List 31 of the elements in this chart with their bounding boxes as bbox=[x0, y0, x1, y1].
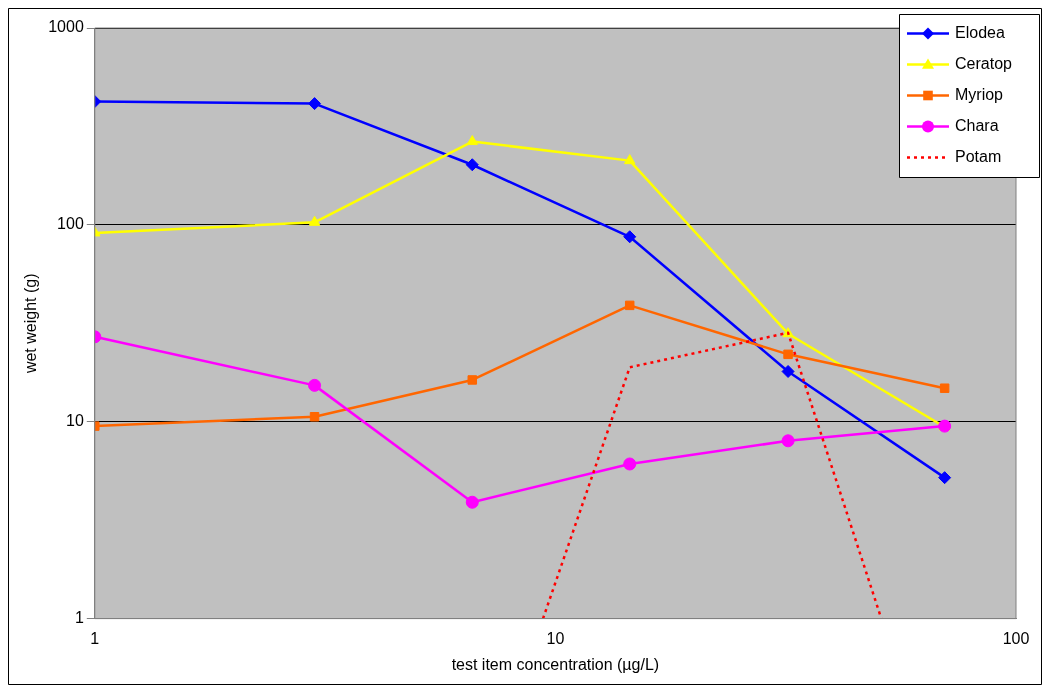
point bbox=[783, 349, 793, 360]
legend-label: Chara bbox=[955, 116, 999, 134]
point bbox=[465, 495, 479, 509]
legend-label: Elodea bbox=[955, 23, 1005, 41]
y-tick-label: 1 bbox=[74, 609, 84, 627]
y-tick-label: 100 bbox=[57, 215, 84, 233]
point bbox=[624, 154, 636, 165]
point bbox=[467, 375, 478, 385]
y-tick-label: 10 bbox=[66, 412, 84, 430]
point bbox=[308, 97, 322, 111]
point bbox=[309, 412, 320, 422]
point bbox=[466, 135, 478, 146]
point bbox=[308, 378, 322, 392]
point bbox=[781, 364, 795, 378]
x-tick-label: 10 bbox=[546, 629, 565, 647]
x-tick-label: 100 bbox=[1002, 629, 1030, 647]
y-tick-label: 1000 bbox=[48, 18, 84, 36]
x-tick-label: 1 bbox=[90, 629, 100, 647]
legend-label: Ceratop bbox=[955, 54, 1013, 72]
point bbox=[465, 158, 479, 172]
point bbox=[623, 457, 637, 471]
point bbox=[624, 300, 635, 311]
point bbox=[938, 471, 952, 485]
point bbox=[781, 434, 795, 448]
point bbox=[623, 230, 637, 244]
point bbox=[308, 215, 321, 226]
point bbox=[939, 383, 950, 393]
legend-label: Potam bbox=[955, 147, 1002, 165]
y-axis-title: wet weight (g) bbox=[22, 273, 40, 375]
legend-label: Myriop bbox=[955, 85, 1004, 103]
x-axis-title: test item concentration (µg/L) bbox=[451, 655, 660, 673]
